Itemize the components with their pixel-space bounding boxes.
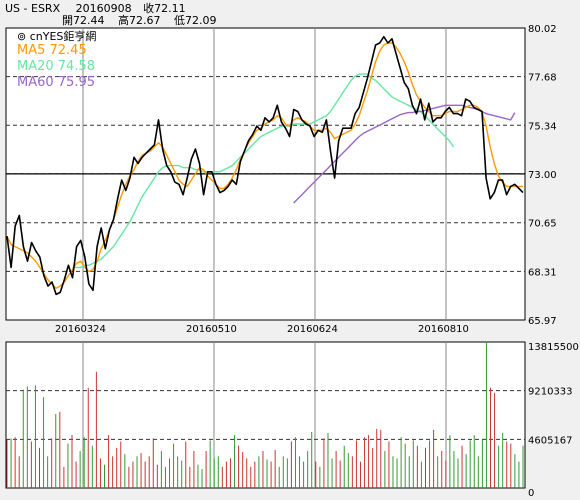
- source-text: cnYES鉅亨網: [29, 30, 97, 43]
- price-y-tick: 68.31: [528, 267, 557, 278]
- price-y-tick: 73.00: [528, 170, 557, 181]
- volume-y-tick: 4605167: [528, 435, 573, 446]
- volume-y-tick: 0: [528, 488, 534, 499]
- axis-labels: 80.02 77.68 75.34 73.00 70.65 68.31 65.97 20160…: [55, 24, 579, 499]
- grid-layer: [6, 28, 525, 488]
- volume-bars: [6, 341, 524, 488]
- x-tick-label: 20160624: [287, 324, 338, 335]
- series-lines: [6, 35, 524, 296]
- header-symbol: US - ESRX: [5, 2, 61, 15]
- legend-ma60: MA60 75.95: [17, 75, 95, 90]
- legend-ma5: MA5 72.45: [17, 43, 87, 58]
- price-y-tick: 80.02: [528, 24, 557, 35]
- legend-ma20: MA20 74.58: [17, 59, 95, 74]
- source-label: ⊚ cnYES鉅亨網: [17, 31, 96, 43]
- x-tick-label: 20160510: [186, 324, 237, 335]
- volume-y-tick: 13815500: [528, 342, 579, 353]
- price-y-tick: 75.34: [528, 121, 557, 132]
- header-open: 開72.44: [62, 14, 105, 27]
- header-line-2: 開72.44 高72.67 低72.09: [62, 15, 217, 27]
- x-tick-label: 20160324: [55, 324, 106, 335]
- header-low: 低72.09: [174, 14, 217, 27]
- header-close: 收72.11: [143, 2, 186, 15]
- ma5-line: [6, 42, 523, 289]
- volume-y-tick: 9210333: [528, 387, 573, 398]
- header-high: 高72.67: [118, 14, 161, 27]
- price-y-tick: 70.65: [528, 219, 557, 230]
- price-y-tick: 65.97: [528, 316, 557, 327]
- source-icon: ⊚: [17, 30, 27, 43]
- x-tick-label: 20160810: [418, 324, 469, 335]
- header-date: 20160908: [75, 2, 132, 15]
- header-line-1: US - ESRX 20160908 收72.11: [5, 3, 186, 15]
- price-y-tick: 77.68: [528, 73, 557, 84]
- ma20-line: [72, 73, 454, 269]
- price-line: [6, 35, 524, 296]
